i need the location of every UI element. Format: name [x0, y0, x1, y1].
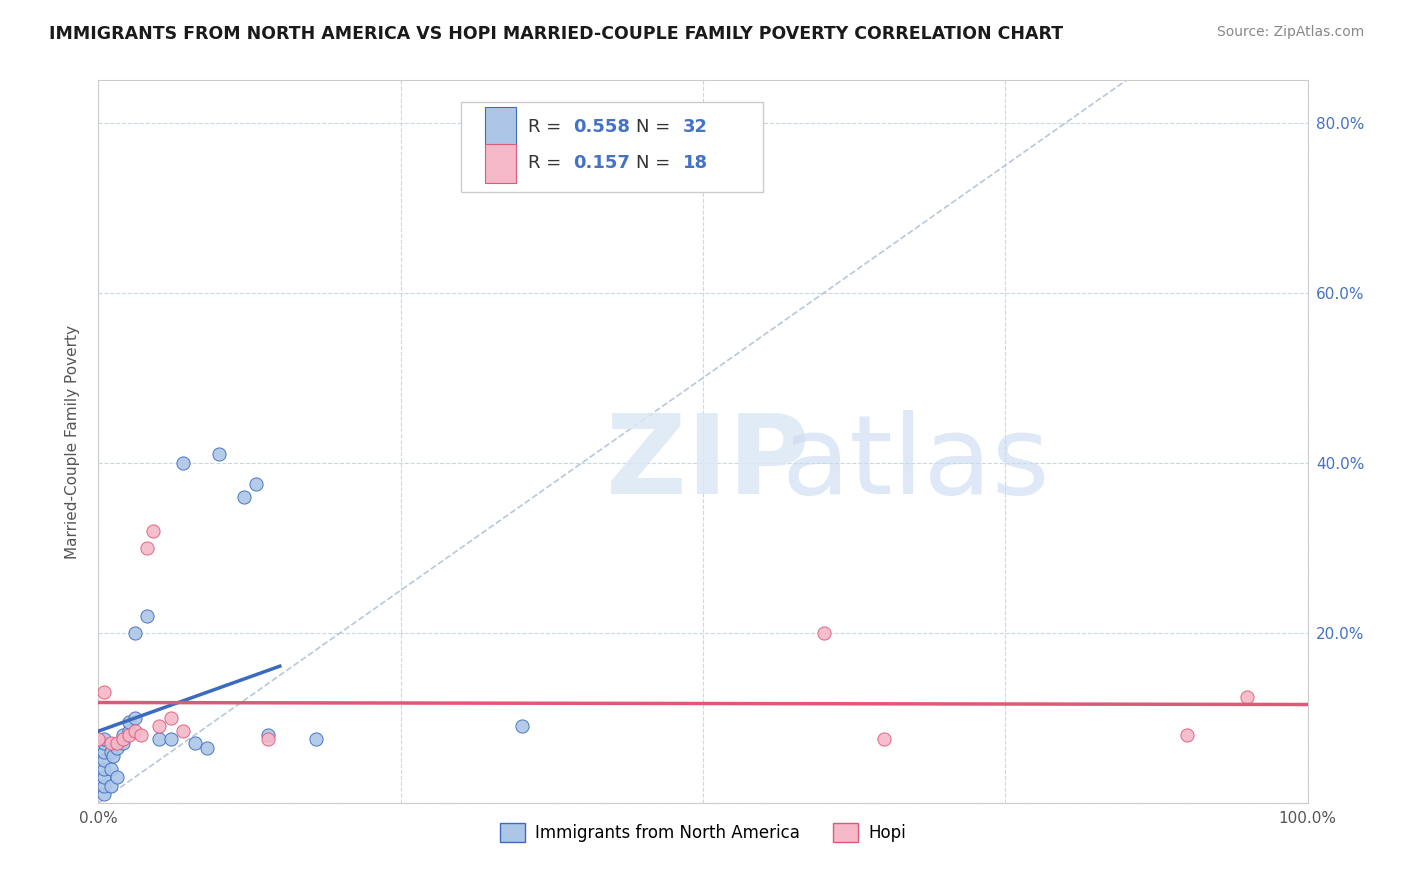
Point	[208, 447, 231, 461]
Point	[111, 732, 134, 747]
Point	[148, 732, 170, 747]
Point	[93, 753, 115, 767]
Point	[135, 608, 157, 623]
Point	[100, 762, 122, 776]
Point	[813, 625, 835, 640]
Text: 32: 32	[682, 119, 707, 136]
Point	[93, 732, 115, 747]
Point	[305, 732, 328, 747]
Point	[232, 490, 254, 504]
Point	[160, 711, 183, 725]
Text: 18: 18	[682, 154, 707, 172]
Point	[100, 736, 122, 750]
Point	[184, 736, 207, 750]
Y-axis label: Married-Couple Family Poverty: Married-Couple Family Poverty	[65, 325, 80, 558]
Point	[118, 714, 141, 729]
Point	[118, 723, 141, 738]
Point	[1236, 690, 1258, 704]
Point	[93, 745, 115, 759]
Point	[245, 477, 267, 491]
Point	[93, 787, 115, 801]
Point	[195, 740, 218, 755]
Point	[160, 732, 183, 747]
Point	[111, 736, 134, 750]
Point	[100, 745, 122, 759]
FancyBboxPatch shape	[485, 144, 516, 183]
Text: 0.157: 0.157	[574, 154, 630, 172]
Point	[142, 524, 165, 538]
Point	[100, 779, 122, 793]
Point	[111, 728, 134, 742]
Point	[118, 728, 141, 742]
Point	[148, 719, 170, 733]
Point	[124, 723, 146, 738]
Point	[105, 770, 128, 784]
Point	[124, 711, 146, 725]
Point	[510, 719, 533, 733]
Point	[105, 740, 128, 755]
Text: N =: N =	[637, 119, 676, 136]
Point	[105, 736, 128, 750]
Point	[129, 728, 152, 742]
Text: atlas: atlas	[782, 409, 1050, 516]
Point	[135, 541, 157, 555]
Point	[256, 728, 278, 742]
Point	[87, 732, 110, 747]
Point	[93, 685, 115, 699]
Text: 0.558: 0.558	[574, 119, 631, 136]
Point	[172, 456, 194, 470]
Point	[93, 736, 115, 750]
Point	[101, 749, 124, 764]
Text: ZIP: ZIP	[606, 409, 810, 516]
FancyBboxPatch shape	[485, 107, 516, 147]
FancyBboxPatch shape	[461, 102, 763, 193]
Point	[172, 723, 194, 738]
Text: IMMIGRANTS FROM NORTH AMERICA VS HOPI MARRIED-COUPLE FAMILY POVERTY CORRELATION : IMMIGRANTS FROM NORTH AMERICA VS HOPI MA…	[49, 25, 1063, 43]
Point	[93, 779, 115, 793]
Text: R =: R =	[527, 154, 567, 172]
Point	[93, 770, 115, 784]
Text: Source: ZipAtlas.com: Source: ZipAtlas.com	[1216, 25, 1364, 39]
Text: R =: R =	[527, 119, 567, 136]
Text: N =: N =	[637, 154, 676, 172]
Point	[124, 625, 146, 640]
Point	[256, 732, 278, 747]
Point	[873, 732, 896, 747]
Legend: Immigrants from North America, Hopi: Immigrants from North America, Hopi	[494, 816, 912, 848]
Point	[93, 762, 115, 776]
Point	[1175, 728, 1198, 742]
